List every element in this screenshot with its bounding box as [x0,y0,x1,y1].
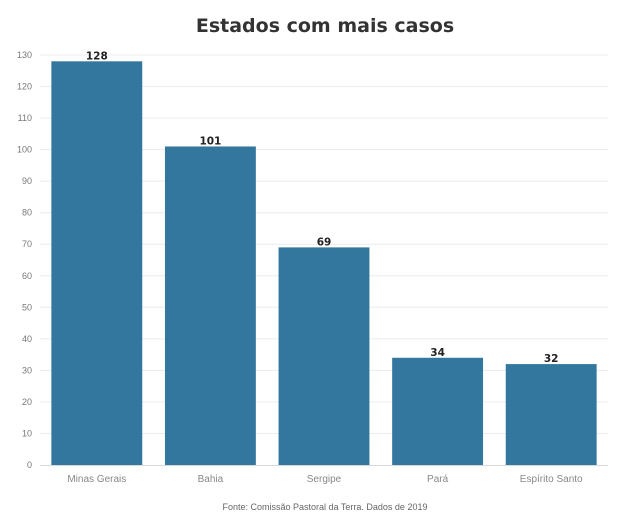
x-category-label: Minas Gerais [67,474,126,485]
bar [392,357,484,465]
y-axis-ticks: 0 10 20 30 40 50 60 70 80 90 100 110 120 130 [17,50,32,470]
y-tick-label: 50 [22,302,32,312]
y-tick-label: 90 [22,176,32,186]
bar-value-label: 128 [86,50,108,62]
x-axis-labels: Minas Gerais Bahia Sergipe Pará Espírito San… [67,474,583,485]
value-labels: 128 101 69 34 32 [86,50,559,365]
bar-value-label: 101 [199,135,221,147]
bar [505,364,597,465]
bar-value-label: 32 [544,353,559,365]
y-tick-label: 0 [27,460,32,470]
x-category-label: Bahia [198,474,224,485]
y-tick-label: 20 [22,397,32,407]
x-category-label: Pará [427,474,449,485]
y-tick-label: 70 [22,239,32,249]
y-tick-label: 100 [17,145,32,155]
bar-value-label: 69 [317,236,332,248]
bar [278,247,370,465]
y-tick-label: 40 [22,334,32,344]
y-tick-label: 30 [22,365,32,375]
bar [164,146,256,465]
y-tick-label: 10 [22,428,32,438]
x-category-label: Sergipe [307,474,342,485]
x-category-label: Espírito Santo [520,474,583,485]
y-tick-label: 80 [22,208,32,218]
bar [51,61,143,466]
bar-value-label: 34 [430,347,445,359]
y-tick-label: 60 [22,271,32,281]
y-tick-label: 120 [17,82,32,92]
chart-title: Estados com mais casos [196,15,454,37]
y-tick-label: 130 [17,50,32,60]
source-note: Fonte: Comissão Pastoral da Terra. Dados… [223,502,428,512]
y-tick-label: 110 [18,113,32,123]
bars [51,61,597,466]
